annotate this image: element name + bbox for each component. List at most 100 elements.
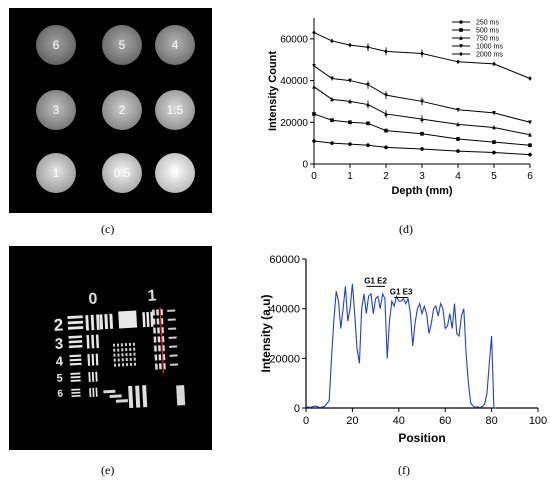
data-point [492,61,496,67]
data-point [528,120,532,125]
data-point [384,93,388,98]
target-bar [120,343,124,347]
phantom-circle [36,153,76,193]
target-bar [95,353,99,366]
data-point [420,51,424,56]
x-tick-label: 0 [303,415,309,427]
x-tick-label: 80 [485,415,497,427]
target-bar [176,385,186,406]
target-bar [133,352,136,356]
data-point [348,78,352,83]
data-point [420,131,424,136]
target-bar [71,391,81,394]
target-pattern: 0 1 234 5 6 [53,287,186,409]
data-point [348,42,352,48]
legend-label: 2000 ms [476,52,503,59]
target-bar [117,353,120,357]
target-bar [109,394,122,399]
data-point [459,51,463,57]
target-bar [95,371,98,382]
target-bar [133,362,137,366]
element-number-label: 3 [54,335,63,352]
phantom-label: 6 [53,38,60,52]
series-750-ms [312,84,532,137]
data-point [312,139,316,143]
data-point [459,20,463,24]
intensity-profile-svg: 0 20000 40000 60000 0 20 40 60 80 100 Position Inte… [259,254,547,445]
annotation-label: G1 E2 [364,276,387,285]
data-point [330,141,334,145]
target-bar [121,358,124,362]
data-point [528,132,532,137]
phantom-label: 5 [119,38,126,52]
target-bar [128,385,134,409]
target-bar [68,340,83,344]
target-bar [90,314,95,331]
phantom-circle [155,153,195,193]
target-bar [92,387,95,397]
group-number-label: 0 [88,291,98,308]
target-bar [85,315,89,331]
target-bar [67,326,84,330]
target-bar [157,336,161,343]
legend-label: 250 ms [476,20,499,27]
target-bar [91,371,95,382]
caption-e: (e) [101,463,115,477]
phantom-circle [102,25,142,65]
target-bar [117,363,121,367]
resolution-target-svg: 0 1 234 5 6 [53,287,186,409]
x-tick-label: 1 [347,171,353,182]
target-bar [152,318,156,325]
data-point [492,125,496,130]
phantom-label: 4 [172,38,179,52]
phantom-label: 2 [119,103,126,117]
x-tick-label: 100 [529,415,547,427]
x-tick-label: 60 [439,415,451,427]
target-bar [103,389,116,394]
phantom-label: 1 [53,166,60,180]
target-bar [129,352,132,356]
phantom-label: 3 [53,103,60,117]
data-point [456,122,460,127]
target-bar [169,354,178,357]
target-bar [121,363,125,367]
target-bar [135,385,141,408]
series-250-ms [312,139,532,157]
data-point [348,120,352,125]
series-line [313,65,531,123]
x-tick-label: 4 [455,171,461,182]
intensity-depth-chart: 0 20000 40000 60000 0 1 2 3 4 5 6 Depth (mm) Intensi… [262,0,542,222]
target-bar [99,314,104,330]
profile-line [159,307,165,374]
target-bar [157,327,160,334]
data-point [492,150,496,155]
y-tick-label: 40000 [269,304,300,316]
target-bar [121,348,124,352]
phantom-circle [102,90,142,130]
intensity-profile-chart: 0 20000 40000 60000 0 20 40 60 80 100 Position Inte… [259,248,550,460]
phantom-circle [102,153,142,193]
data-point [312,84,316,89]
data-point [456,137,460,141]
y-axis-title: Intensity (a.u) [259,294,273,372]
y-tick-label: 60000 [269,254,300,266]
series-2000-ms [312,30,532,81]
y-tick-label: 60000 [280,34,308,45]
target-bar [95,334,100,349]
x-axis-title: Depth (mm) [391,185,452,197]
x-tick-label: 3 [419,171,425,182]
target-bar [125,358,128,362]
target-bar [156,309,159,316]
data-point [366,82,370,88]
data-point [528,152,532,157]
target-bar [109,313,114,329]
legend-label: 500 ms [476,28,499,35]
target-bar [142,385,148,408]
target-bar [113,358,116,362]
data-point [366,143,370,148]
phantom-circle [36,90,76,130]
target-bar [67,315,83,319]
target-bar [133,357,136,361]
target-bar [129,357,132,361]
